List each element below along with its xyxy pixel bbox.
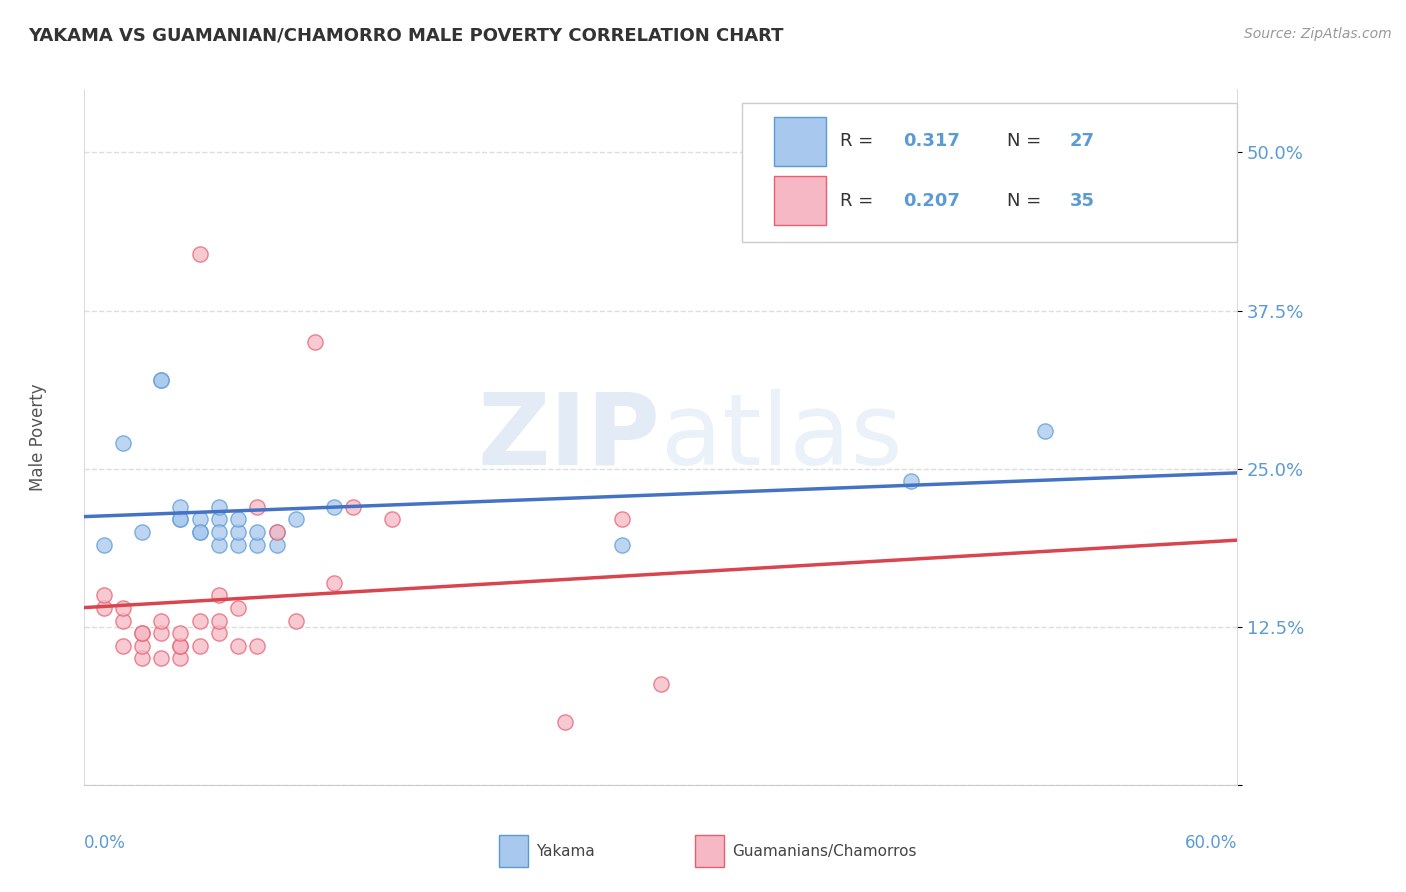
Point (900, 475, 922, 489)
Text: R =: R = (839, 132, 879, 151)
Point (131, 626, 153, 640)
Point (150, 626, 173, 640)
Point (1033, 424, 1056, 438)
Point (246, 524, 269, 539)
Point (188, 246, 211, 260)
Point (208, 588, 231, 602)
Text: 60.0%: 60.0% (1185, 834, 1237, 852)
Point (131, 524, 153, 539)
Point (188, 512, 211, 526)
Point (131, 626, 153, 640)
Text: atlas: atlas (661, 389, 903, 485)
Point (169, 626, 191, 640)
Point (169, 639, 191, 653)
Point (131, 651, 153, 665)
Text: Guamanians/Chamorros: Guamanians/Chamorros (733, 844, 917, 859)
Point (208, 626, 231, 640)
Text: N =: N = (1007, 192, 1046, 210)
Point (169, 639, 191, 653)
Point (284, 614, 307, 628)
Point (226, 512, 249, 526)
Text: 0.0%: 0.0% (84, 834, 127, 852)
Point (323, 575, 346, 590)
FancyBboxPatch shape (741, 103, 1237, 243)
Point (246, 500, 269, 514)
Point (169, 512, 191, 526)
Point (208, 538, 231, 552)
Point (612, 538, 634, 552)
Point (304, 335, 326, 350)
Point (226, 524, 249, 539)
Point (612, 512, 634, 526)
Point (188, 524, 211, 539)
Point (150, 614, 173, 628)
Point (150, 373, 173, 387)
Point (266, 524, 288, 539)
Point (111, 639, 134, 653)
Point (650, 677, 672, 691)
Point (169, 500, 191, 514)
Text: 35: 35 (1070, 192, 1095, 210)
Point (208, 500, 231, 514)
Point (93, 538, 115, 552)
Point (188, 639, 211, 653)
Text: YAKAMA VS GUAMANIAN/CHAMORRO MALE POVERTY CORRELATION CHART: YAKAMA VS GUAMANIAN/CHAMORRO MALE POVERT… (28, 27, 783, 45)
Text: Yakama: Yakama (536, 844, 595, 859)
Point (150, 651, 173, 665)
Point (169, 651, 191, 665)
Text: N =: N = (1007, 132, 1046, 151)
Point (554, 714, 576, 729)
Point (111, 600, 134, 615)
Point (266, 524, 288, 539)
Point (188, 614, 211, 628)
Point (208, 614, 231, 628)
FancyBboxPatch shape (499, 836, 529, 867)
Point (226, 538, 249, 552)
Text: 0.317: 0.317 (903, 132, 960, 151)
Point (93, 600, 115, 615)
Point (381, 512, 404, 526)
FancyBboxPatch shape (696, 836, 724, 867)
Point (246, 639, 269, 653)
Point (150, 373, 173, 387)
Text: Male Poverty: Male Poverty (30, 384, 48, 491)
Point (208, 512, 231, 526)
Point (323, 500, 346, 514)
Text: 27: 27 (1070, 132, 1095, 151)
Point (93, 588, 115, 602)
Point (226, 600, 249, 615)
FancyBboxPatch shape (773, 177, 825, 225)
Point (111, 436, 134, 450)
Point (131, 639, 153, 653)
Point (342, 500, 364, 514)
Text: R =: R = (839, 192, 879, 210)
Point (188, 524, 211, 539)
Point (111, 614, 134, 628)
Point (246, 538, 269, 552)
Text: ZIP: ZIP (478, 389, 661, 485)
Point (169, 512, 191, 526)
Point (284, 512, 307, 526)
FancyBboxPatch shape (773, 117, 825, 166)
Text: Source: ZipAtlas.com: Source: ZipAtlas.com (1244, 27, 1392, 41)
Text: 0.207: 0.207 (903, 192, 960, 210)
Point (266, 538, 288, 552)
Point (208, 524, 231, 539)
Point (226, 639, 249, 653)
